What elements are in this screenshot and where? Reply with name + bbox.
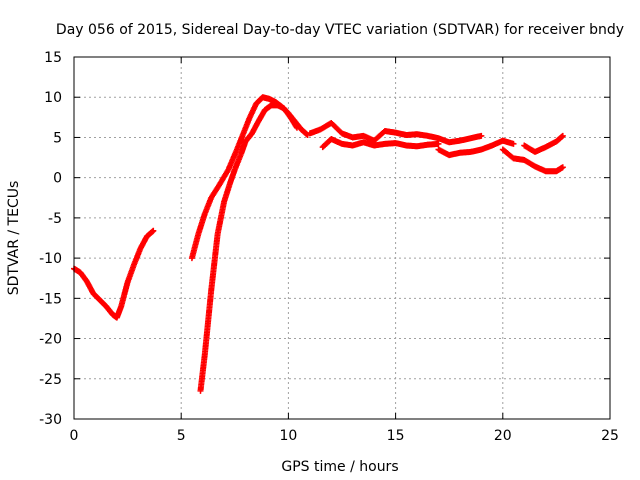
x-tick-label: 20 bbox=[494, 428, 512, 444]
y-tick-label: -15 bbox=[39, 291, 62, 307]
series-bndy-track-h bbox=[521, 132, 566, 155]
y-axis-label: SDTVAR / TECUs bbox=[6, 181, 22, 296]
x-tick-label: 25 bbox=[601, 428, 619, 444]
data-layer bbox=[71, 94, 566, 394]
data-point bbox=[559, 132, 566, 139]
y-tick-label: 0 bbox=[53, 171, 62, 187]
x-tick-label: 0 bbox=[70, 428, 79, 444]
data-point bbox=[510, 140, 517, 147]
data-point bbox=[435, 140, 442, 147]
y-tick-label: -25 bbox=[39, 372, 62, 388]
chart-title: Day 056 of 2015, Sidereal Day-to-day VTE… bbox=[56, 22, 624, 38]
data-point bbox=[293, 124, 300, 131]
series-bndy-track-a bbox=[71, 227, 157, 321]
x-tick-label: 10 bbox=[279, 428, 297, 444]
y-tick-label: 15 bbox=[44, 50, 62, 66]
y-tick-label: -5 bbox=[48, 211, 62, 227]
x-axis-label: GPS time / hours bbox=[281, 459, 398, 475]
series-bndy-track-f bbox=[435, 137, 517, 159]
data-point bbox=[559, 164, 566, 171]
y-tick-label: 10 bbox=[44, 90, 62, 106]
y-tick-label: 5 bbox=[53, 130, 62, 146]
grid bbox=[74, 57, 610, 419]
data-point bbox=[150, 227, 157, 234]
series-bndy-track-c bbox=[197, 102, 300, 394]
series-bndy-track-e bbox=[319, 136, 442, 151]
y-tick-label: -10 bbox=[39, 251, 62, 267]
ticks: 0 5 10 15 20 25 -30 -25 -20 -15 -10 -5 0 5 10 15 bbox=[39, 50, 619, 444]
x-tick-label: 15 bbox=[387, 428, 405, 444]
y-tick-label: -30 bbox=[39, 412, 62, 428]
data-point bbox=[478, 132, 485, 139]
y-tick-label: -20 bbox=[39, 332, 62, 348]
series-bndy-track-g bbox=[499, 146, 566, 175]
x-tick-label: 5 bbox=[177, 428, 186, 444]
series-bndy-track-d bbox=[306, 119, 485, 146]
plot-frame bbox=[73, 56, 611, 420]
